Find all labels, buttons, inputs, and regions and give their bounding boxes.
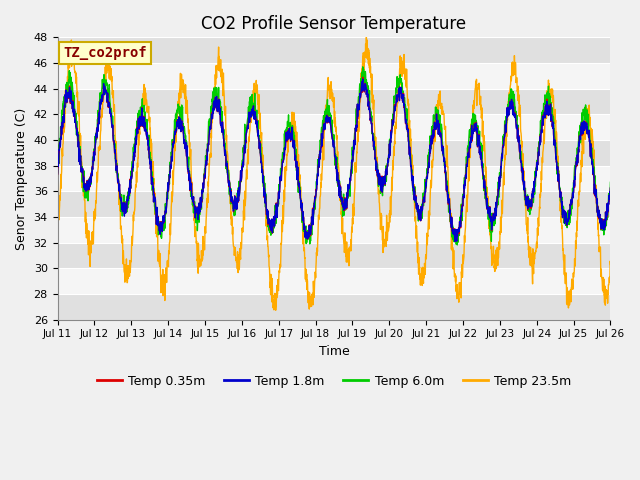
Y-axis label: Senor Temperature (C): Senor Temperature (C) bbox=[15, 108, 28, 250]
Bar bbox=[58, 294, 611, 320]
Bar bbox=[58, 217, 611, 243]
Bar bbox=[58, 114, 611, 140]
Bar bbox=[58, 243, 611, 268]
Bar bbox=[58, 192, 611, 217]
Legend: Temp 0.35m, Temp 1.8m, Temp 6.0m, Temp 23.5m: Temp 0.35m, Temp 1.8m, Temp 6.0m, Temp 2… bbox=[92, 370, 576, 393]
Bar bbox=[58, 268, 611, 294]
Text: TZ_co2prof: TZ_co2prof bbox=[63, 46, 147, 60]
X-axis label: Time: Time bbox=[319, 345, 349, 358]
Bar bbox=[58, 37, 611, 63]
Bar bbox=[58, 63, 611, 89]
Bar bbox=[58, 89, 611, 114]
Bar bbox=[58, 140, 611, 166]
Title: CO2 Profile Sensor Temperature: CO2 Profile Sensor Temperature bbox=[202, 15, 467, 33]
Bar bbox=[58, 166, 611, 192]
